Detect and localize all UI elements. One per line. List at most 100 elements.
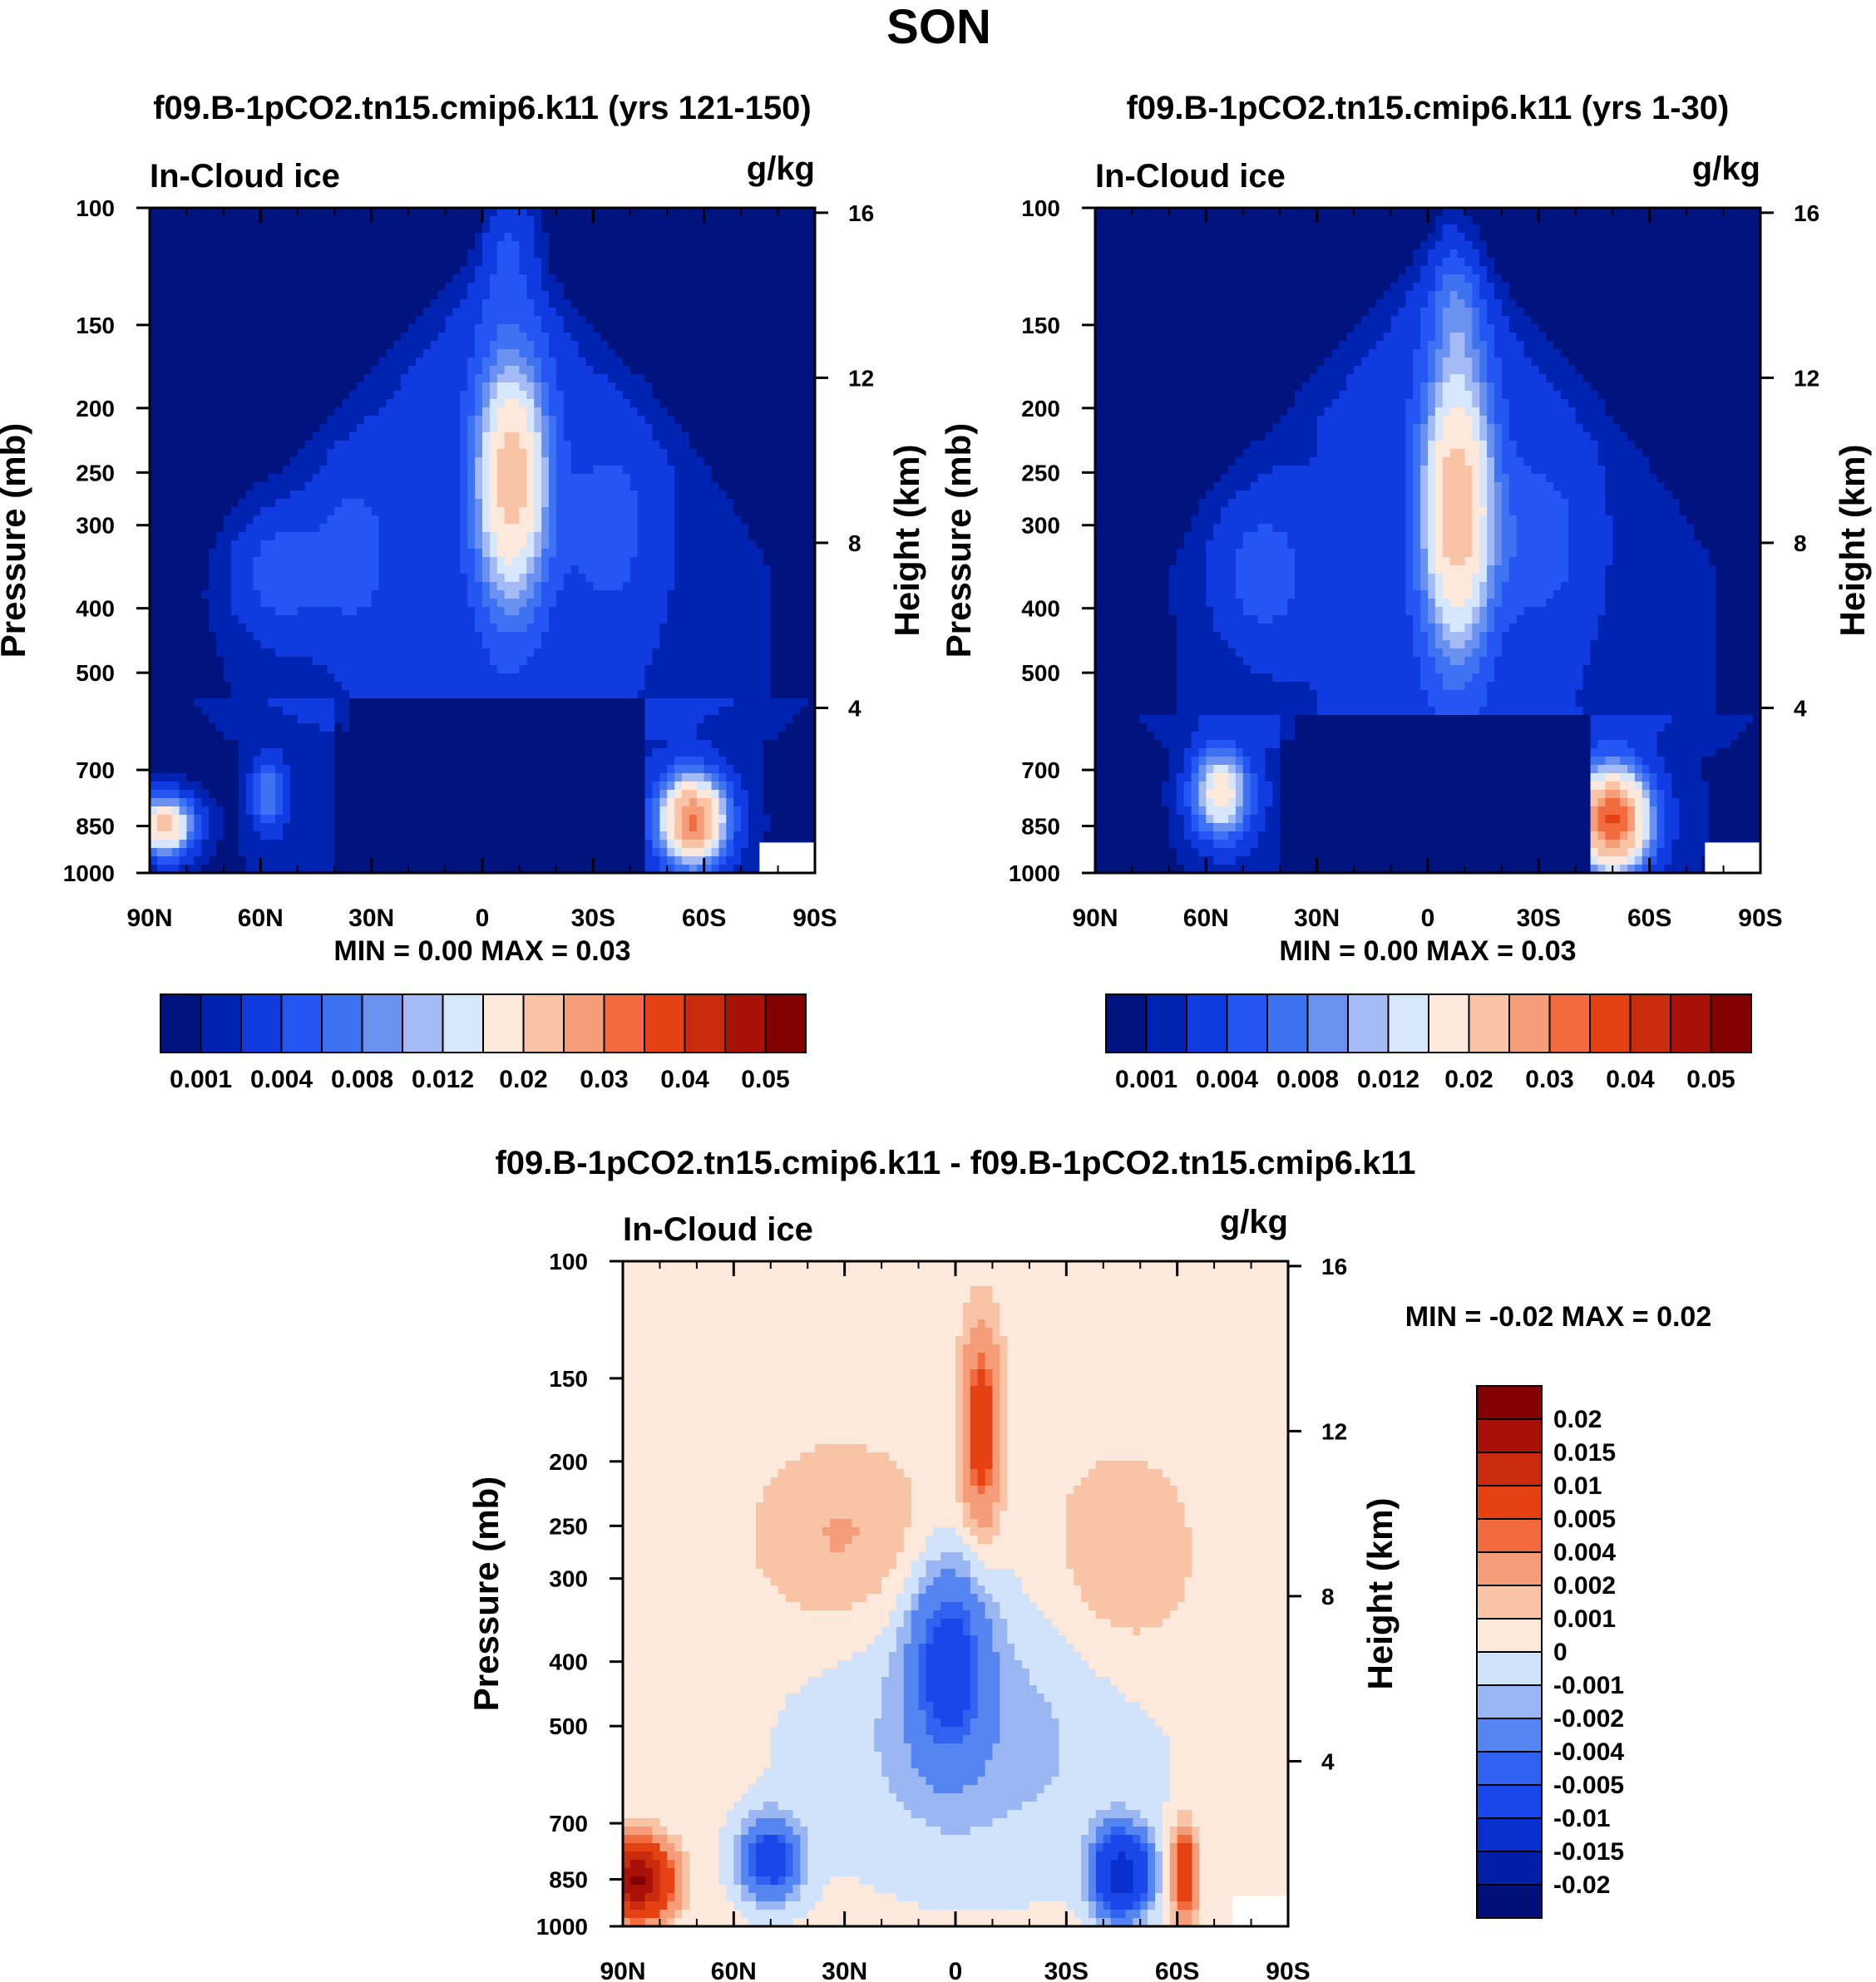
contour-cell xyxy=(194,324,201,333)
contour-cell xyxy=(638,241,645,250)
contour-cell xyxy=(541,324,549,333)
contour-cell xyxy=(475,324,482,333)
contour-cell xyxy=(364,283,372,292)
contour-cell xyxy=(682,291,689,300)
contour-cell xyxy=(290,299,298,308)
contour-cell xyxy=(549,316,556,325)
contour-cell xyxy=(689,291,697,300)
contour-cell xyxy=(541,333,549,342)
contour-cell xyxy=(733,299,741,308)
contour-cell xyxy=(638,233,645,242)
contour-cell xyxy=(342,274,349,283)
contour-cell xyxy=(216,324,224,333)
contour-cell xyxy=(165,233,172,242)
contour-cell xyxy=(268,341,275,350)
contour-cell xyxy=(564,241,571,250)
contour-cell xyxy=(349,283,357,292)
contour-cell xyxy=(379,258,387,267)
contour-cell xyxy=(446,241,453,250)
contour-cell xyxy=(379,333,387,342)
contour-cell xyxy=(526,283,534,292)
contour-cell xyxy=(401,249,408,259)
contour-cell xyxy=(482,291,490,300)
contour-cell xyxy=(446,324,453,333)
contour-cell xyxy=(186,274,194,283)
contour-cell xyxy=(275,283,283,292)
contour-cell xyxy=(298,316,305,325)
contour-cell xyxy=(564,291,571,300)
contour-cell xyxy=(630,258,638,267)
contour-cell xyxy=(497,341,505,350)
contour-cell xyxy=(763,224,771,234)
contour-cell xyxy=(379,291,387,300)
contour-cell xyxy=(446,216,453,225)
contour-cell xyxy=(438,291,446,300)
contour-cell xyxy=(756,233,763,242)
contour-cell xyxy=(201,224,209,234)
contour-cell xyxy=(438,308,446,317)
contour-cell xyxy=(283,324,290,333)
contour-cell xyxy=(452,208,460,217)
contour-cell xyxy=(157,283,165,292)
contour-cell xyxy=(357,266,364,275)
contour-cell xyxy=(541,308,549,317)
contour-cell xyxy=(260,308,268,317)
contour-cell xyxy=(652,208,659,217)
contour-cell xyxy=(475,308,482,317)
contour-cell xyxy=(224,283,231,292)
contour-cell xyxy=(246,308,254,317)
contour-cell xyxy=(305,216,313,225)
contour-cell xyxy=(593,291,600,300)
contour-cell xyxy=(748,299,756,308)
contour-cell xyxy=(571,299,579,308)
contour-cell xyxy=(386,216,393,225)
contour-cell xyxy=(778,324,786,333)
contour-cell xyxy=(298,266,305,275)
contour-cell xyxy=(275,224,283,234)
contour-cell xyxy=(593,316,600,325)
contour-cell xyxy=(180,283,187,292)
contour-cell xyxy=(593,299,600,308)
contour-cell xyxy=(423,233,431,242)
contour-cell xyxy=(313,283,320,292)
contour-cell xyxy=(416,316,423,325)
contour-cell xyxy=(231,308,239,317)
contour-cell xyxy=(342,266,349,275)
contour-cell xyxy=(652,299,659,308)
contour-cell xyxy=(260,283,268,292)
contour-cell xyxy=(741,299,748,308)
contour-cell xyxy=(327,324,334,333)
contour-cell xyxy=(452,241,460,250)
contour-cell xyxy=(652,333,659,342)
contour-cell xyxy=(689,299,697,308)
contour-cell xyxy=(778,208,786,217)
contour-cell xyxy=(452,283,460,292)
contour-cell xyxy=(423,316,431,325)
contour-cell xyxy=(246,283,254,292)
contour-cell xyxy=(372,333,379,342)
contour-cell xyxy=(327,249,334,259)
contour-cell xyxy=(652,266,659,275)
contour-cell xyxy=(194,241,201,250)
contour-cell xyxy=(534,216,541,225)
contour-cell xyxy=(771,283,778,292)
contour-cell xyxy=(748,283,756,292)
contour-cell xyxy=(416,291,423,300)
contour-cell xyxy=(172,224,180,234)
contour-cell xyxy=(239,283,246,292)
contour-cell xyxy=(800,208,807,217)
contour-cell xyxy=(615,241,623,250)
contour-cell xyxy=(467,333,475,342)
contour-cell xyxy=(342,283,349,292)
contour-cell xyxy=(201,291,209,300)
contour-cell xyxy=(771,333,778,342)
contour-cell xyxy=(401,299,408,308)
contour-cell xyxy=(401,216,408,225)
contour-cell xyxy=(201,274,209,283)
contour-cell xyxy=(712,216,719,225)
contour-cell xyxy=(268,216,275,225)
contour-cell xyxy=(349,308,357,317)
contour-cell xyxy=(438,216,446,225)
contour-cell xyxy=(674,324,682,333)
contour-cell xyxy=(593,249,600,259)
